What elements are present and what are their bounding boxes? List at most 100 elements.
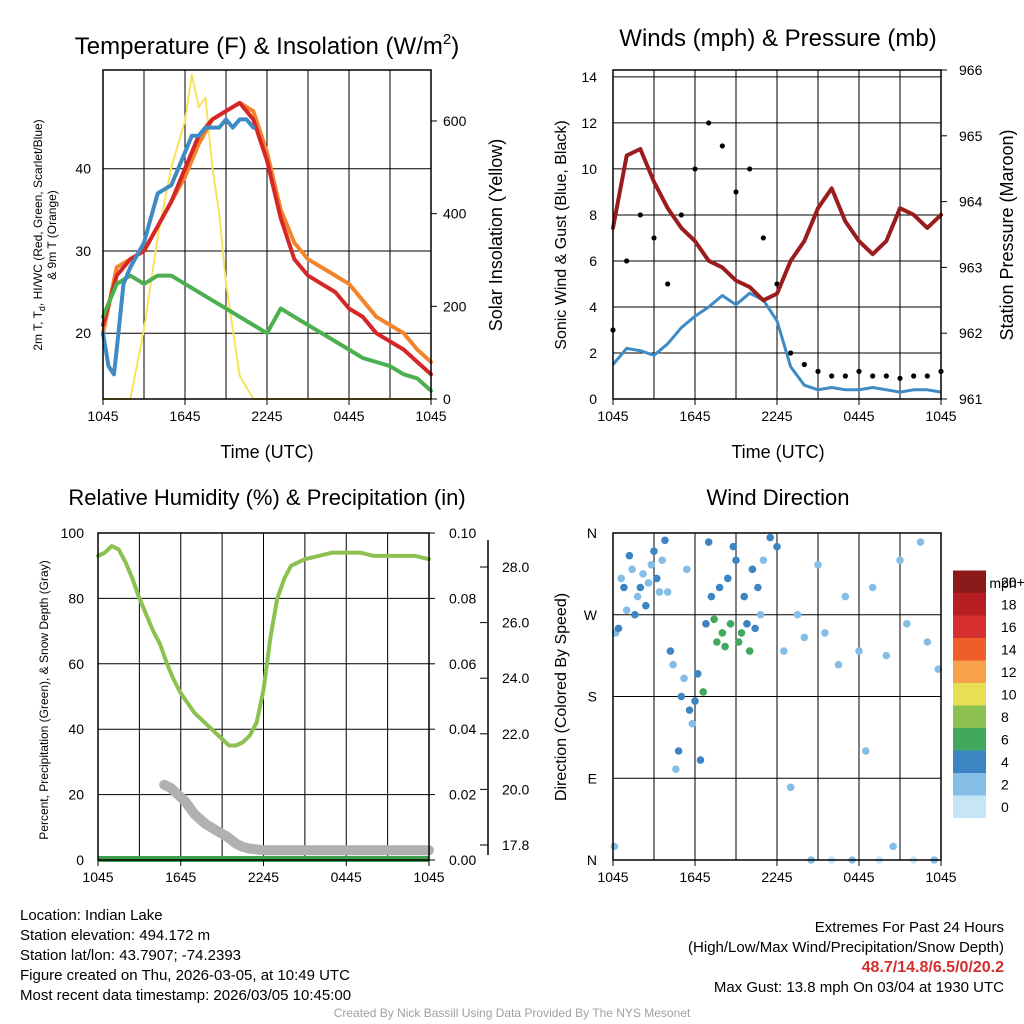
winddir-legend-swatch: [953, 728, 986, 751]
rh-xtick-label: 2245: [248, 869, 279, 885]
winddir-point: [882, 651, 891, 660]
winddir-point: [693, 669, 702, 678]
winddir-point: [683, 565, 691, 574]
rh-ytick-right-label: 0.06: [449, 656, 476, 672]
winddir-ytick-label: E: [588, 770, 597, 786]
winddir-point: [745, 647, 754, 655]
winddir-point: [800, 633, 809, 642]
rh-ytick-label: 60: [68, 656, 84, 672]
winddir-legend-label: 14: [1001, 641, 1017, 657]
winddir-point: [704, 538, 713, 546]
winds-gust-point: [801, 361, 807, 368]
temp-xlabel: Time (UTC): [220, 442, 313, 462]
winddir-point: [766, 533, 774, 542]
temp-ytick-label: 20: [75, 325, 91, 341]
winddir-point: [617, 574, 625, 583]
winddir-legend-label: 6: [1001, 731, 1009, 747]
rh-snow-tick-label: 26.0: [502, 615, 529, 631]
rh-ytick-right-label: 0.08: [449, 590, 476, 606]
winddir-point: [793, 610, 802, 619]
winddir-point: [672, 765, 680, 773]
winddir-xtick-label: 0445: [843, 869, 874, 885]
winddir-point: [622, 606, 631, 615]
winddir-point: [889, 842, 897, 851]
winddir-point: [677, 692, 686, 701]
rh-snow-tick-label: 28.0: [502, 559, 529, 575]
winddir-point: [680, 674, 688, 683]
rh-ytick-label: 20: [68, 787, 84, 803]
winddir-legend-label: 20+: [1001, 574, 1024, 590]
winddir-point: [610, 842, 619, 851]
winddir-point: [669, 660, 677, 669]
rh-ytick-right-label: 0.10: [449, 525, 476, 541]
winds-xtick-label: 0445: [843, 408, 874, 424]
winds-xtick-label: 1645: [679, 408, 710, 424]
winds-gust-point: [719, 143, 725, 149]
winds-series-station-pressure: [611, 147, 943, 303]
winddir-point: [734, 638, 743, 646]
winddir-legend-swatch: [953, 773, 986, 796]
winddir-point: [862, 747, 870, 755]
winddir-point: [688, 719, 697, 728]
rh-xtick-label: 1045: [413, 869, 444, 885]
winddir-point: [814, 560, 822, 569]
winddir-point: [710, 615, 718, 624]
winds-gust-point: [870, 373, 876, 379]
rh-snow-tick-label: 17.8: [502, 837, 529, 853]
winddir-point: [721, 642, 729, 651]
winds-title: Winds (mph) & Pressure (mb): [619, 25, 936, 52]
rh-snow-tick-label: 22.0: [502, 726, 529, 742]
station-location: Location: Indian Lake: [20, 907, 163, 924]
winddir-legend-label: 8: [1001, 709, 1009, 725]
winds-ytick-label: 10: [581, 161, 597, 177]
temp-series-2m-temperature: [101, 100, 433, 377]
temp-xtick-label: 1045: [415, 408, 446, 424]
winddir-legend-swatch: [953, 705, 986, 728]
winds-gust-point: [897, 375, 903, 381]
winddir-legend-label: 16: [1001, 619, 1017, 635]
winds-gust-point: [624, 258, 630, 264]
rh-ytick-label: 100: [61, 525, 85, 541]
winddir-point: [642, 601, 650, 610]
station-elevation: Station elevation: 494.172 m: [20, 927, 211, 944]
winddir-legend-label: 12: [1001, 664, 1017, 680]
rh-ytick-label: 80: [68, 590, 84, 606]
winddir-point: [650, 547, 658, 555]
winddir-xtick-label: 1045: [597, 869, 628, 885]
winds-ytick-label: 8: [589, 207, 597, 223]
rh-xtick-label: 0445: [331, 869, 362, 885]
rh-ytick-right-label: 0.04: [449, 721, 476, 737]
winds-gust-point: [829, 373, 835, 379]
winddir-point: [663, 588, 672, 596]
winds-ytick-label: 4: [589, 299, 597, 315]
winds-gust-point: [788, 350, 794, 356]
winddir-legend-swatch: [953, 593, 986, 616]
winddir-point: [903, 620, 911, 628]
temp-ytick-right-label: 600: [443, 113, 467, 129]
winddir-legend-swatch: [953, 795, 986, 818]
temp-ylabel-right: Solar Insolation (Yellow): [486, 139, 506, 331]
temp-series-solar-insolation: [102, 73, 432, 400]
winds-series-sonic-wind: [611, 291, 942, 394]
winds-xlabel: Time (UTC): [731, 442, 824, 462]
rh-series-relative-humidity: [96, 544, 431, 748]
temp-xtick-label: 0445: [333, 408, 364, 424]
winds-xtick-label: 2245: [761, 408, 792, 424]
temp-xtick-label: 1045: [87, 408, 118, 424]
winddir-point: [756, 610, 765, 619]
winddir-point: [658, 556, 666, 565]
temp-ytick-right-label: 400: [443, 206, 467, 222]
winddir-point: [726, 620, 735, 628]
rh-ylabel: Percent, Precipitation (Green), & Snow D…: [37, 560, 51, 839]
winddir-point: [841, 592, 850, 601]
winddir-legend-title: mph: [989, 575, 1016, 591]
winddir-point: [786, 783, 795, 792]
winddir-legend-swatch: [953, 683, 986, 706]
credit-line: Created By Nick Bassill Using Data Provi…: [333, 1006, 691, 1020]
temp-ylabel: 2m T, Td, HI/WC (Red, Green, Scarlet/Blu…: [31, 119, 47, 350]
winddir-legend-label: 10: [1001, 686, 1017, 702]
winds-ytick-right-label: 965: [959, 128, 983, 144]
winddir-point: [666, 647, 675, 655]
winds-ytick-right-label: 962: [959, 325, 983, 341]
